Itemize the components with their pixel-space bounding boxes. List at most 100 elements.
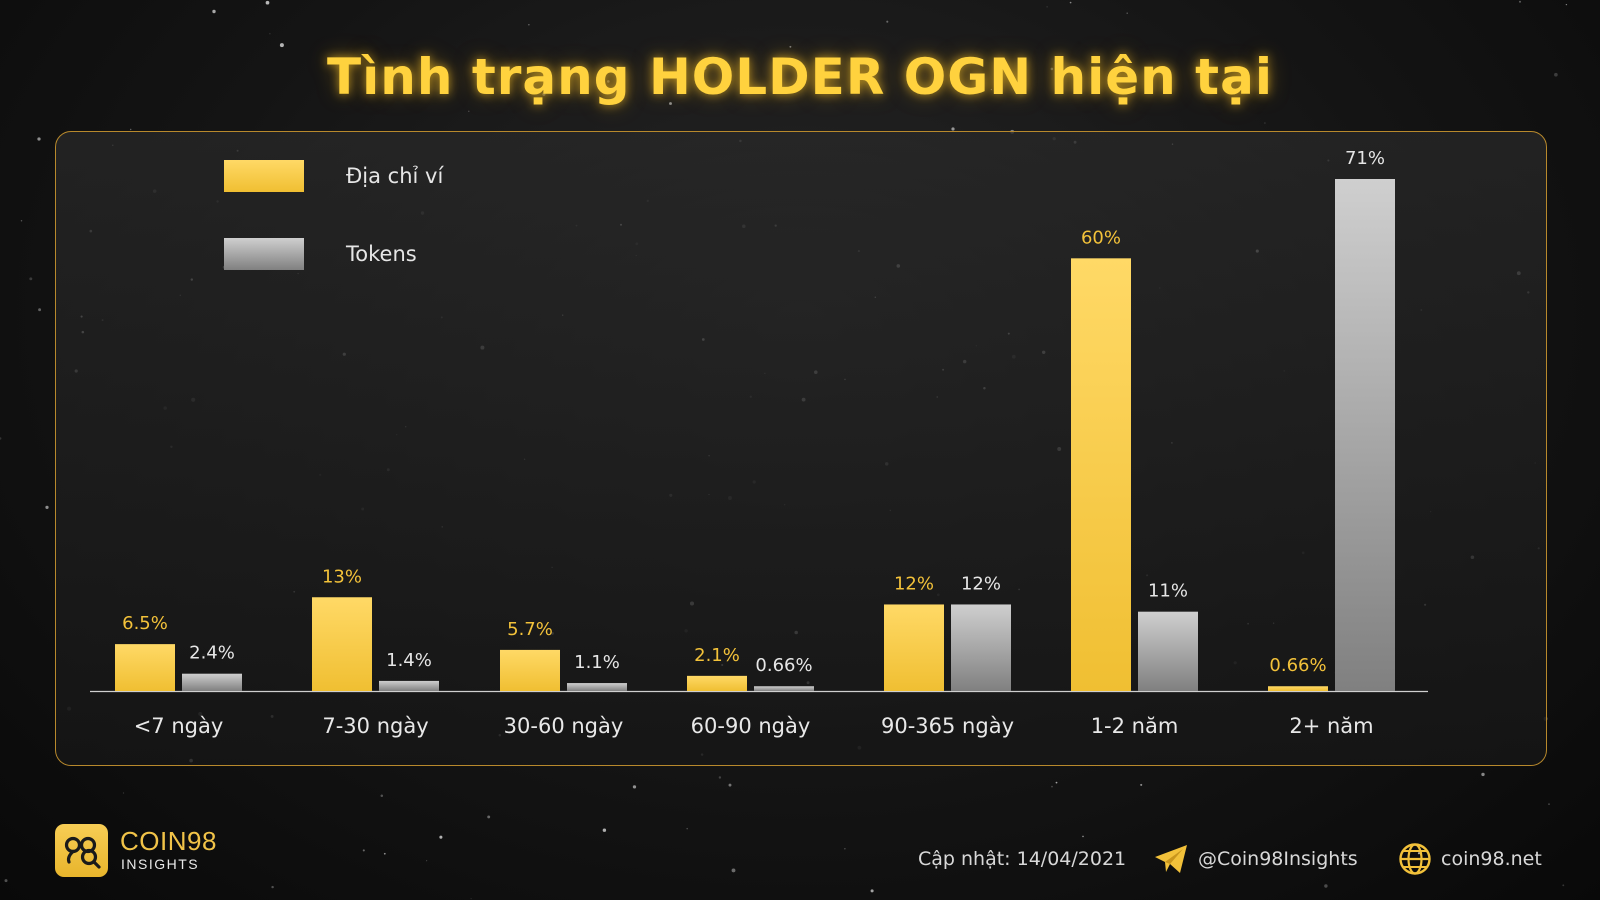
telegram-handle-link[interactable]: @Coin98Insights bbox=[1198, 848, 1358, 870]
bar-tokens-2 bbox=[567, 683, 627, 691]
star bbox=[1324, 884, 1328, 888]
star bbox=[951, 127, 955, 131]
star bbox=[606, 80, 610, 83]
data-label-tokens-4: 12% bbox=[961, 573, 1001, 594]
legend-swatch-wallets bbox=[224, 160, 304, 192]
star bbox=[731, 868, 736, 873]
star bbox=[1069, 1, 1072, 4]
legend-label-wallets: Địa chỉ ví bbox=[346, 164, 444, 188]
star bbox=[1055, 781, 1058, 784]
star bbox=[122, 792, 125, 794]
star bbox=[0, 437, 2, 440]
star bbox=[1050, 67, 1054, 71]
data-label-tokens-0: 2.4% bbox=[189, 643, 235, 664]
x-tick-label-5: 1-2 năm bbox=[1091, 714, 1179, 738]
data-label-tokens-1: 1.4% bbox=[386, 650, 432, 671]
star bbox=[1481, 772, 1485, 777]
data-label-wallets-6: 0.66% bbox=[1269, 655, 1326, 676]
star bbox=[1562, 884, 1565, 887]
brand-subtitle: INSIGHTS bbox=[121, 856, 200, 872]
bar-tokens-5 bbox=[1138, 611, 1198, 691]
star bbox=[468, 110, 470, 112]
x-tick-label-3: 60-90 ngày bbox=[691, 714, 811, 738]
bar-wallets-5 bbox=[1071, 258, 1131, 691]
data-label-tokens-2: 1.1% bbox=[574, 652, 620, 673]
star bbox=[271, 885, 274, 889]
star bbox=[269, 33, 271, 35]
star bbox=[1548, 803, 1550, 805]
star bbox=[1082, 835, 1084, 838]
bar-tokens-1 bbox=[379, 680, 439, 691]
star bbox=[37, 137, 41, 141]
star bbox=[29, 277, 33, 281]
star bbox=[38, 308, 42, 312]
bar-chart: 6.5% 2.4% <7 ngày 13% 1.4% 7-30 ngày 5.7% 1.1% 3… bbox=[90, 148, 1428, 738]
star bbox=[129, 128, 132, 131]
star bbox=[4, 879, 8, 883]
legend-label-tokens: Tokens bbox=[345, 242, 417, 266]
star bbox=[1518, 0, 1522, 3]
star bbox=[870, 889, 874, 893]
website-link[interactable]: coin98.net bbox=[1441, 848, 1542, 870]
star bbox=[990, 88, 993, 91]
data-label-wallets-1: 13% bbox=[322, 566, 362, 587]
star bbox=[279, 43, 284, 48]
bar-wallets-6 bbox=[1268, 686, 1328, 691]
star bbox=[1343, 857, 1346, 860]
star bbox=[383, 852, 386, 855]
star bbox=[632, 785, 637, 789]
bar-tokens-0 bbox=[182, 673, 242, 691]
star bbox=[997, 76, 1000, 79]
coin98-logo-icon bbox=[55, 824, 108, 877]
data-label-wallets-2: 5.7% bbox=[507, 619, 553, 640]
star bbox=[702, 65, 707, 70]
star bbox=[542, 92, 546, 96]
star bbox=[470, 898, 472, 900]
x-tick-label-2: 30-60 ngày bbox=[504, 714, 624, 738]
bar-wallets-0 bbox=[115, 644, 175, 691]
star bbox=[844, 848, 846, 850]
star bbox=[669, 102, 672, 105]
x-tick-label-0: <7 ngày bbox=[134, 714, 224, 738]
star bbox=[602, 828, 607, 832]
star bbox=[1140, 783, 1143, 786]
page-title: Tình trạng HOLDER OGN hiện tại bbox=[327, 48, 1273, 106]
legend-swatch-tokens bbox=[224, 238, 304, 270]
bar-tokens-3 bbox=[754, 686, 814, 691]
x-tick-label-1: 7-30 ngày bbox=[322, 714, 428, 738]
bar-tokens-6 bbox=[1335, 179, 1395, 691]
data-label-wallets-0: 6.5% bbox=[122, 613, 168, 634]
star bbox=[1046, 6, 1048, 8]
star bbox=[20, 220, 23, 222]
data-label-wallets-5: 60% bbox=[1081, 227, 1121, 248]
star bbox=[528, 24, 530, 26]
telegram-icon bbox=[1153, 843, 1189, 879]
star bbox=[45, 505, 49, 510]
star bbox=[1264, 122, 1266, 124]
brand-name: COIN98 bbox=[120, 826, 217, 856]
star bbox=[426, 860, 428, 862]
bar-tokens-4 bbox=[951, 604, 1011, 691]
data-label-tokens-5: 11% bbox=[1148, 581, 1188, 602]
update-date: Cập nhật: 14/04/2021 bbox=[918, 848, 1127, 870]
star bbox=[1126, 12, 1128, 14]
star bbox=[362, 849, 365, 852]
star bbox=[1051, 785, 1053, 788]
star bbox=[718, 776, 722, 779]
data-label-wallets-3: 2.1% bbox=[694, 645, 740, 666]
globe-icon bbox=[1398, 842, 1432, 880]
star bbox=[212, 9, 216, 14]
star bbox=[686, 827, 688, 830]
star bbox=[1565, 3, 1568, 6]
data-label-tokens-6: 71% bbox=[1345, 148, 1385, 169]
star bbox=[439, 835, 443, 839]
star bbox=[487, 815, 491, 819]
chart-panel: 6.5% 2.4% <7 ngày 13% 1.4% 7-30 ngày 5.7% 1.1% 3… bbox=[55, 131, 1547, 766]
bar-wallets-1 bbox=[312, 597, 372, 691]
data-label-wallets-4: 12% bbox=[894, 573, 934, 594]
bar-wallets-2 bbox=[500, 649, 560, 691]
data-label-tokens-3: 0.66% bbox=[755, 655, 812, 676]
bar-wallets-3 bbox=[687, 675, 747, 691]
x-tick-label-4: 90-365 ngày bbox=[881, 714, 1014, 738]
star bbox=[1554, 72, 1558, 77]
